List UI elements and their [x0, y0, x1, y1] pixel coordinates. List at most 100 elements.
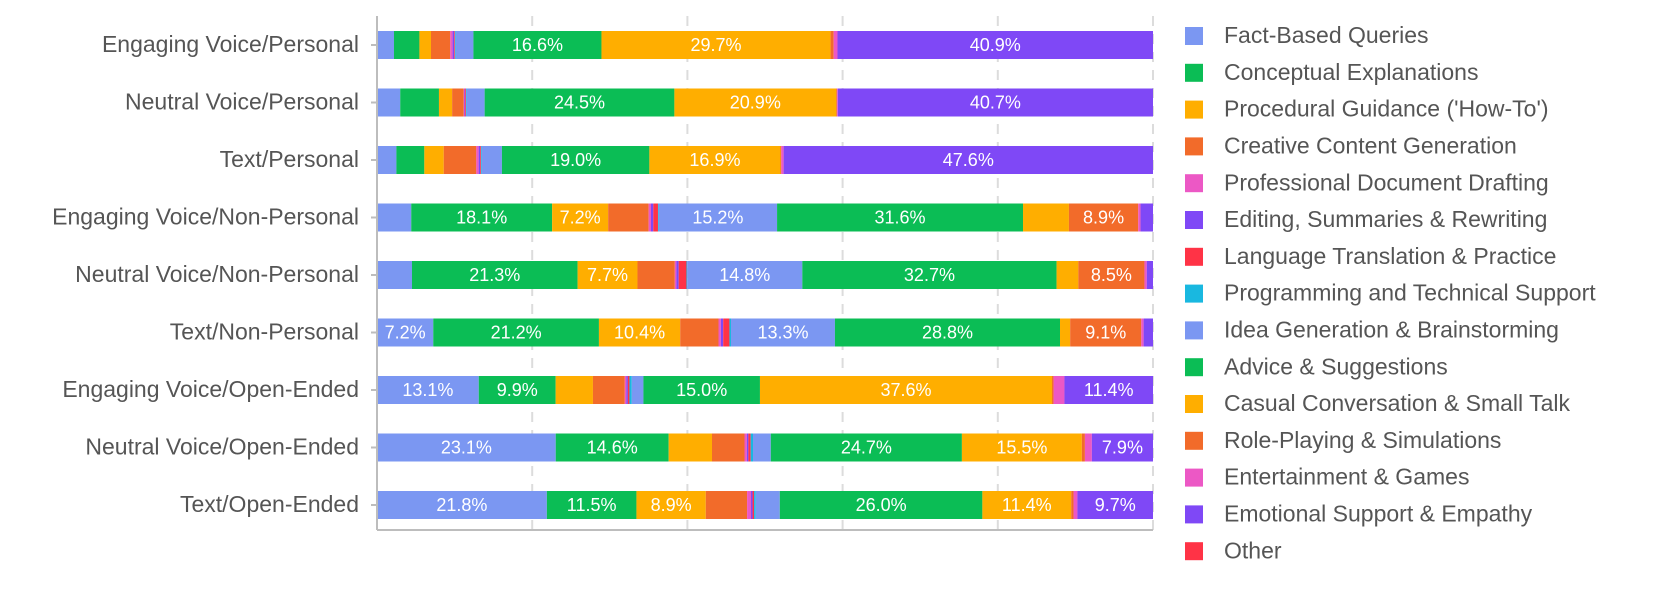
bars-layer [377, 31, 1153, 519]
bar-segment [1052, 376, 1054, 404]
bar-segment [836, 88, 838, 117]
bar-segment [1064, 376, 1153, 404]
bar-segment [686, 261, 688, 289]
bar-segment [480, 146, 481, 174]
data-label: 8.9% [1083, 207, 1124, 227]
data-label: 14.8% [719, 265, 770, 285]
legend-swatch [1185, 27, 1203, 45]
bar-segment [636, 491, 706, 519]
bar-segment [577, 261, 638, 289]
bar-segment [1068, 203, 1139, 232]
bar-segment [747, 491, 751, 519]
bar-segment [592, 376, 625, 404]
bar-segment [598, 318, 681, 347]
bar-segment [723, 318, 730, 347]
bar-segment [783, 146, 1153, 174]
bar-segment [1084, 433, 1092, 462]
bar-segment [400, 88, 439, 117]
data-label: 20.9% [730, 92, 781, 112]
bar-segment [419, 31, 431, 59]
data-label: 47.6% [943, 150, 994, 170]
bar-segment [484, 88, 675, 117]
bar-segment [752, 491, 755, 519]
category-label: Neutral Voice/Open-Ended [85, 434, 359, 460]
bar-segment [759, 376, 1053, 404]
bar-segment [643, 376, 760, 404]
bar-segment [466, 88, 485, 117]
legend-swatch [1185, 137, 1203, 156]
legend-swatch [1185, 284, 1203, 303]
bar-segment [674, 261, 677, 289]
bar-segment [1060, 318, 1071, 347]
bar-segment [424, 146, 444, 174]
legend: Fact-Based Queries Conceptual Explanation… [1185, 22, 1596, 563]
legend-label: Programming and Technical Support [1224, 280, 1596, 306]
legend-label: Language Translation & Practice [1224, 243, 1556, 269]
bar-segment [396, 146, 425, 174]
bar-segment [627, 376, 630, 404]
data-label: 26.0% [856, 495, 907, 515]
bar-segment [1071, 491, 1074, 519]
bar-segment [674, 88, 837, 117]
data-label: 7.2% [560, 207, 601, 227]
bar-segment [720, 318, 724, 347]
data-label: 11.5% [567, 495, 617, 515]
bar-segment [546, 491, 637, 519]
bar-segment [668, 433, 713, 462]
bar-segment [626, 376, 628, 404]
legend-swatch [1185, 505, 1203, 524]
bar-segment [833, 31, 838, 59]
legend-label: Advice & Suggestions [1224, 353, 1448, 379]
bar-segment [748, 433, 751, 462]
bar-segment [649, 146, 781, 174]
bar-segment [1023, 203, 1069, 232]
bar-segment [476, 146, 479, 174]
bar-segment [452, 31, 455, 59]
bar-segment [443, 146, 477, 174]
bar-segment [780, 146, 782, 174]
legend-label: Emotional Support & Empathy [1224, 500, 1533, 526]
bar-segment [837, 31, 1153, 59]
category-label: Engaging Voice/Personal [102, 31, 359, 57]
bar-segment [648, 203, 651, 232]
category-label: Text/Personal [220, 146, 359, 172]
bar-segment [473, 31, 602, 59]
bar-segment [1070, 318, 1142, 347]
data-label: 16.6% [512, 35, 563, 55]
category-label: Engaging Voice/Open-Ended [62, 376, 359, 402]
legend-label: Entertainment & Games [1224, 464, 1469, 490]
bar-segment [624, 376, 627, 404]
bar-segment [455, 31, 474, 59]
bar-segment [411, 203, 553, 232]
data-label: 40.9% [970, 35, 1021, 55]
data-label: 21.2% [491, 322, 542, 342]
bar-segment [744, 433, 747, 462]
legend-label: Fact-Based Queries [1224, 22, 1429, 48]
bar-segment [438, 88, 453, 117]
category-label: Text/Non-Personal [170, 319, 359, 345]
bar-segment [481, 146, 502, 174]
bar-segment [1144, 261, 1147, 289]
bar-segment [450, 31, 453, 59]
bar-segment [1143, 318, 1153, 347]
bar-segment [377, 376, 479, 404]
legend-swatch [1185, 63, 1203, 82]
bar-segment [1056, 261, 1079, 289]
bar-segment [631, 376, 644, 404]
bar-segment [637, 261, 675, 289]
bar-segment [729, 318, 732, 347]
legend-swatch [1185, 431, 1203, 450]
legend-swatch [1185, 247, 1203, 266]
bar-segment [463, 88, 465, 117]
bar-segment [650, 203, 654, 232]
bar-segment [411, 261, 578, 289]
data-label: 15.5% [996, 437, 1047, 457]
bar-segment [770, 433, 962, 462]
bar-segment [466, 88, 467, 117]
legend-label: Editing, Summaries & Rewriting [1224, 206, 1547, 232]
data-label: 10.4% [614, 322, 665, 342]
legend-swatch [1185, 542, 1203, 561]
category-label: Engaging Voice/Non-Personal [52, 204, 359, 230]
bar-segment [464, 88, 466, 117]
